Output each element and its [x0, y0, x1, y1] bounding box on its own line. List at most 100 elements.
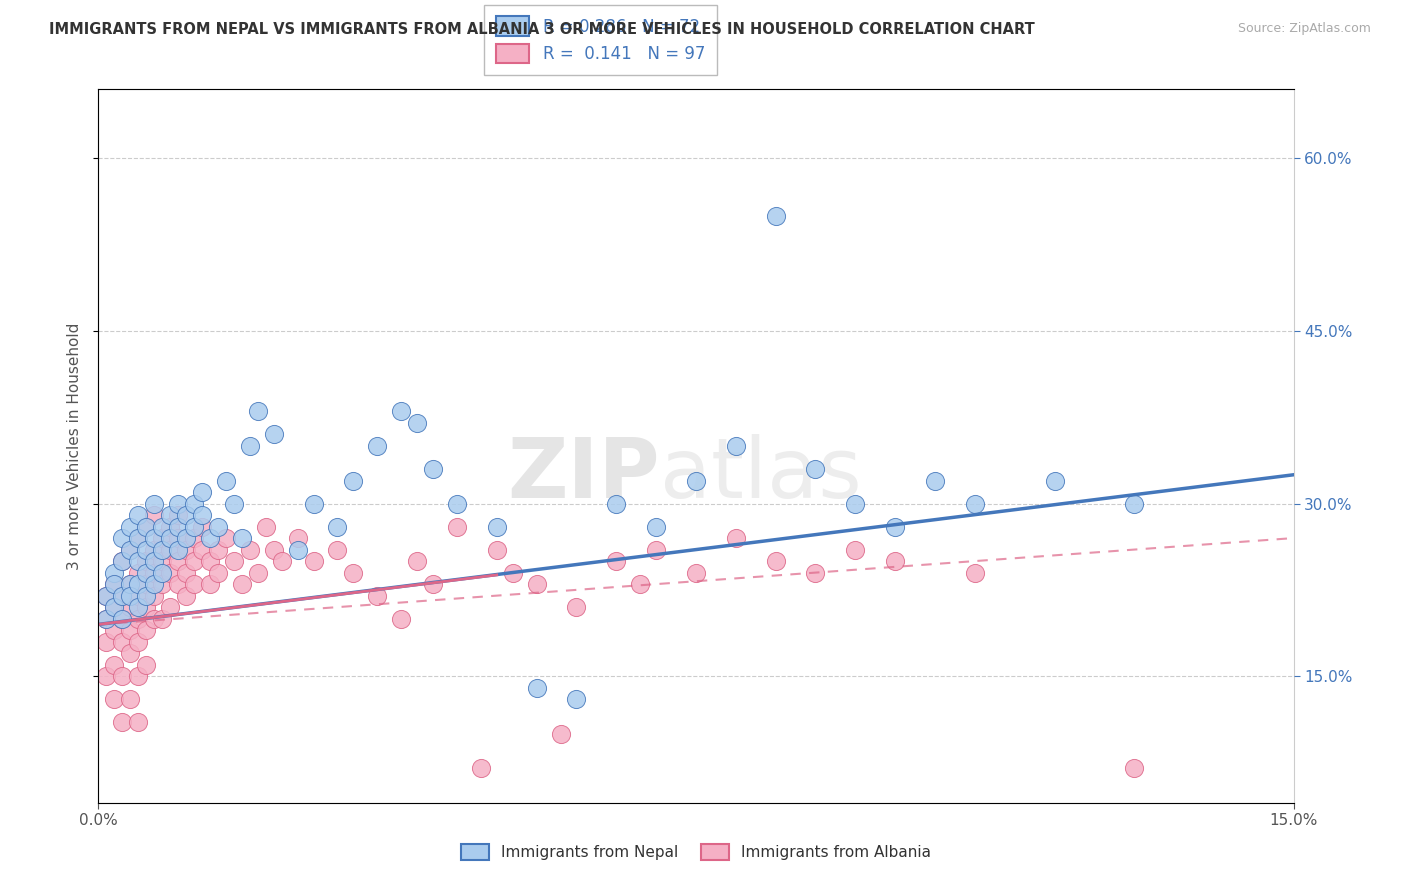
Point — [120, 577, 142, 591]
Point — [389, 404, 412, 418]
Point — [270, 554, 292, 568]
Point — [127, 634, 149, 648]
Point — [135, 600, 157, 615]
Point — [198, 554, 221, 568]
Point — [844, 497, 866, 511]
Point — [96, 612, 118, 626]
Point — [246, 566, 269, 580]
Point — [150, 554, 173, 568]
Point — [526, 577, 548, 591]
Point — [135, 542, 157, 557]
Point — [246, 404, 269, 418]
Point — [111, 634, 134, 648]
Point — [167, 519, 190, 533]
Point — [103, 692, 125, 706]
Point — [120, 600, 142, 615]
Point — [150, 612, 173, 626]
Point — [150, 577, 173, 591]
Point — [724, 439, 747, 453]
Legend: Immigrants from Nepal, Immigrants from Albania: Immigrants from Nepal, Immigrants from A… — [456, 838, 936, 866]
Y-axis label: 3 or more Vehicles in Household: 3 or more Vehicles in Household — [67, 322, 83, 570]
Point — [924, 474, 946, 488]
Point — [215, 474, 238, 488]
Point — [183, 577, 205, 591]
Point — [605, 497, 627, 511]
Point — [103, 566, 125, 580]
Point — [502, 566, 524, 580]
Point — [302, 497, 325, 511]
Point — [143, 542, 166, 557]
Point — [135, 554, 157, 568]
Point — [422, 577, 444, 591]
Point — [159, 566, 181, 580]
Point — [765, 209, 787, 223]
Point — [120, 577, 142, 591]
Point — [143, 554, 166, 568]
Point — [143, 508, 166, 522]
Point — [96, 589, 118, 603]
Point — [111, 554, 134, 568]
Point — [470, 761, 492, 775]
Point — [342, 474, 364, 488]
Point — [844, 542, 866, 557]
Point — [159, 508, 181, 522]
Point — [127, 566, 149, 580]
Point — [804, 462, 827, 476]
Point — [183, 519, 205, 533]
Point — [103, 577, 125, 591]
Point — [550, 727, 572, 741]
Point — [167, 542, 190, 557]
Point — [111, 589, 134, 603]
Point — [191, 519, 214, 533]
Point — [215, 531, 238, 545]
Point — [127, 669, 149, 683]
Point — [406, 554, 429, 568]
Point — [120, 623, 142, 637]
Point — [135, 519, 157, 533]
Point — [485, 519, 508, 533]
Point — [96, 612, 118, 626]
Point — [120, 646, 142, 660]
Point — [207, 542, 229, 557]
Point — [263, 542, 285, 557]
Point — [127, 612, 149, 626]
Point — [96, 589, 118, 603]
Point — [406, 416, 429, 430]
Point — [167, 508, 190, 522]
Point — [191, 542, 214, 557]
Point — [565, 692, 588, 706]
Point — [326, 519, 349, 533]
Point — [143, 531, 166, 545]
Point — [143, 589, 166, 603]
Text: IMMIGRANTS FROM NEPAL VS IMMIGRANTS FROM ALBANIA 3 OR MORE VEHICLES IN HOUSEHOLD: IMMIGRANTS FROM NEPAL VS IMMIGRANTS FROM… — [49, 22, 1035, 37]
Point — [120, 692, 142, 706]
Point — [342, 566, 364, 580]
Point — [724, 531, 747, 545]
Point — [159, 542, 181, 557]
Point — [150, 566, 173, 580]
Point — [103, 600, 125, 615]
Point — [143, 497, 166, 511]
Point — [135, 623, 157, 637]
Point — [183, 497, 205, 511]
Point — [446, 519, 468, 533]
Point — [135, 577, 157, 591]
Point — [150, 542, 173, 557]
Point — [239, 542, 262, 557]
Point — [389, 612, 412, 626]
Point — [127, 531, 149, 545]
Point — [231, 531, 253, 545]
Point — [645, 519, 668, 533]
Point — [159, 519, 181, 533]
Point — [446, 497, 468, 511]
Point — [135, 589, 157, 603]
Point — [963, 566, 986, 580]
Point — [111, 669, 134, 683]
Point — [1043, 474, 1066, 488]
Point — [127, 577, 149, 591]
Point — [167, 554, 190, 568]
Point — [198, 531, 221, 545]
Point — [254, 519, 277, 533]
Point — [207, 566, 229, 580]
Point — [120, 542, 142, 557]
